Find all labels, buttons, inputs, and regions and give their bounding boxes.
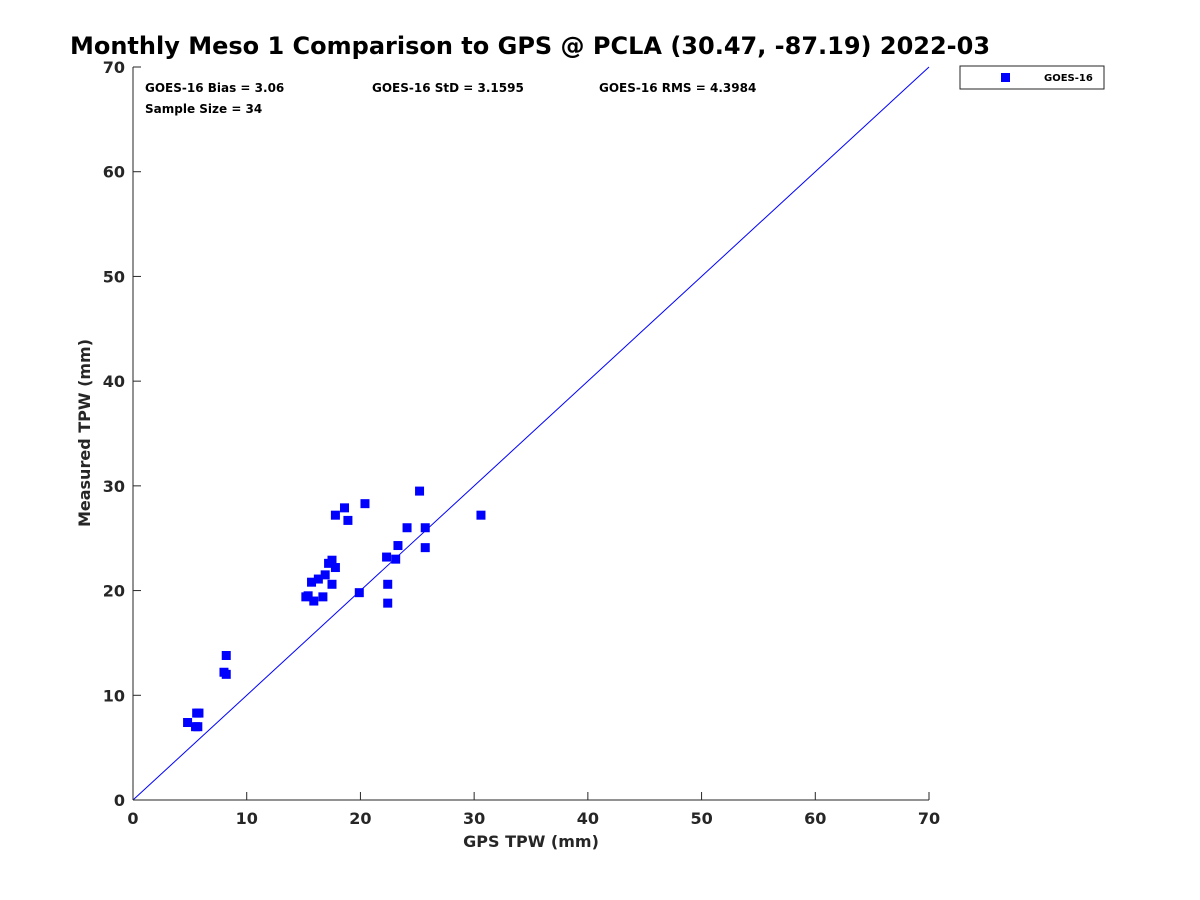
x-tick-label: 20 bbox=[349, 809, 371, 828]
data-point bbox=[343, 515, 353, 525]
data-point bbox=[303, 591, 313, 601]
x-tick-label: 40 bbox=[577, 809, 599, 828]
data-point bbox=[391, 554, 401, 564]
x-tick-label: 70 bbox=[918, 809, 940, 828]
data-point bbox=[309, 596, 319, 606]
data-point bbox=[221, 669, 231, 679]
data-point bbox=[420, 523, 430, 533]
x-tick-label: 10 bbox=[236, 809, 258, 828]
data-point bbox=[318, 592, 328, 602]
stat-sample-size: Sample Size = 34 bbox=[145, 102, 262, 116]
legend-box bbox=[959, 65, 1105, 90]
data-point bbox=[313, 574, 323, 584]
x-tick-label: 0 bbox=[127, 809, 138, 828]
y-tick-label: 20 bbox=[103, 582, 125, 601]
data-points bbox=[183, 486, 486, 732]
x-tick-label: 50 bbox=[690, 809, 712, 828]
y-tick-label: 70 bbox=[103, 58, 125, 77]
data-point bbox=[327, 579, 337, 589]
data-point bbox=[330, 563, 340, 573]
data-point bbox=[194, 708, 204, 718]
data-point bbox=[383, 579, 393, 589]
y-tick-label: 30 bbox=[103, 477, 125, 496]
y-tick-label: 40 bbox=[103, 372, 125, 391]
data-point bbox=[476, 510, 486, 520]
stat-std: GOES-16 StD = 3.1595 bbox=[372, 81, 524, 95]
data-point bbox=[320, 570, 330, 580]
y-tick-label: 60 bbox=[103, 163, 125, 182]
data-point bbox=[402, 523, 412, 533]
legend-marker bbox=[1001, 73, 1010, 82]
x-axis-label: GPS TPW (mm) bbox=[463, 832, 599, 851]
x-tick-label: 60 bbox=[804, 809, 826, 828]
data-point bbox=[393, 541, 403, 551]
y-axis-ticks: 0 10 20 30 40 50 60 70 bbox=[103, 58, 141, 810]
one-to-one-reference-line bbox=[132, 66, 930, 801]
data-point bbox=[221, 650, 231, 660]
stat-bias: GOES-16 Bias = 3.06 bbox=[145, 81, 284, 95]
data-point bbox=[360, 499, 370, 509]
data-point bbox=[183, 718, 193, 728]
chart-title: Monthly Meso 1 Comparison to GPS @ PCLA … bbox=[70, 32, 990, 60]
data-point bbox=[420, 543, 430, 553]
x-tick-label: 30 bbox=[463, 809, 485, 828]
y-tick-label: 50 bbox=[103, 267, 125, 286]
data-point bbox=[340, 503, 350, 513]
data-point bbox=[327, 555, 337, 565]
y-axis-label: Measured TPW (mm) bbox=[75, 339, 94, 527]
data-point bbox=[383, 598, 393, 608]
data-point bbox=[193, 722, 203, 732]
legend-label: GOES-16 bbox=[1044, 73, 1093, 84]
stat-rms: GOES-16 RMS = 4.3984 bbox=[599, 81, 756, 95]
data-point bbox=[415, 486, 425, 496]
data-point bbox=[330, 510, 340, 520]
legend: GOES-16 bbox=[959, 65, 1105, 90]
x-axis-ticks: 0 10 20 30 40 50 60 70 bbox=[127, 792, 940, 828]
data-point bbox=[307, 577, 317, 587]
data-point bbox=[354, 588, 364, 598]
data-point bbox=[382, 552, 392, 562]
y-tick-label: 10 bbox=[103, 686, 125, 705]
y-tick-label: 0 bbox=[114, 791, 125, 810]
